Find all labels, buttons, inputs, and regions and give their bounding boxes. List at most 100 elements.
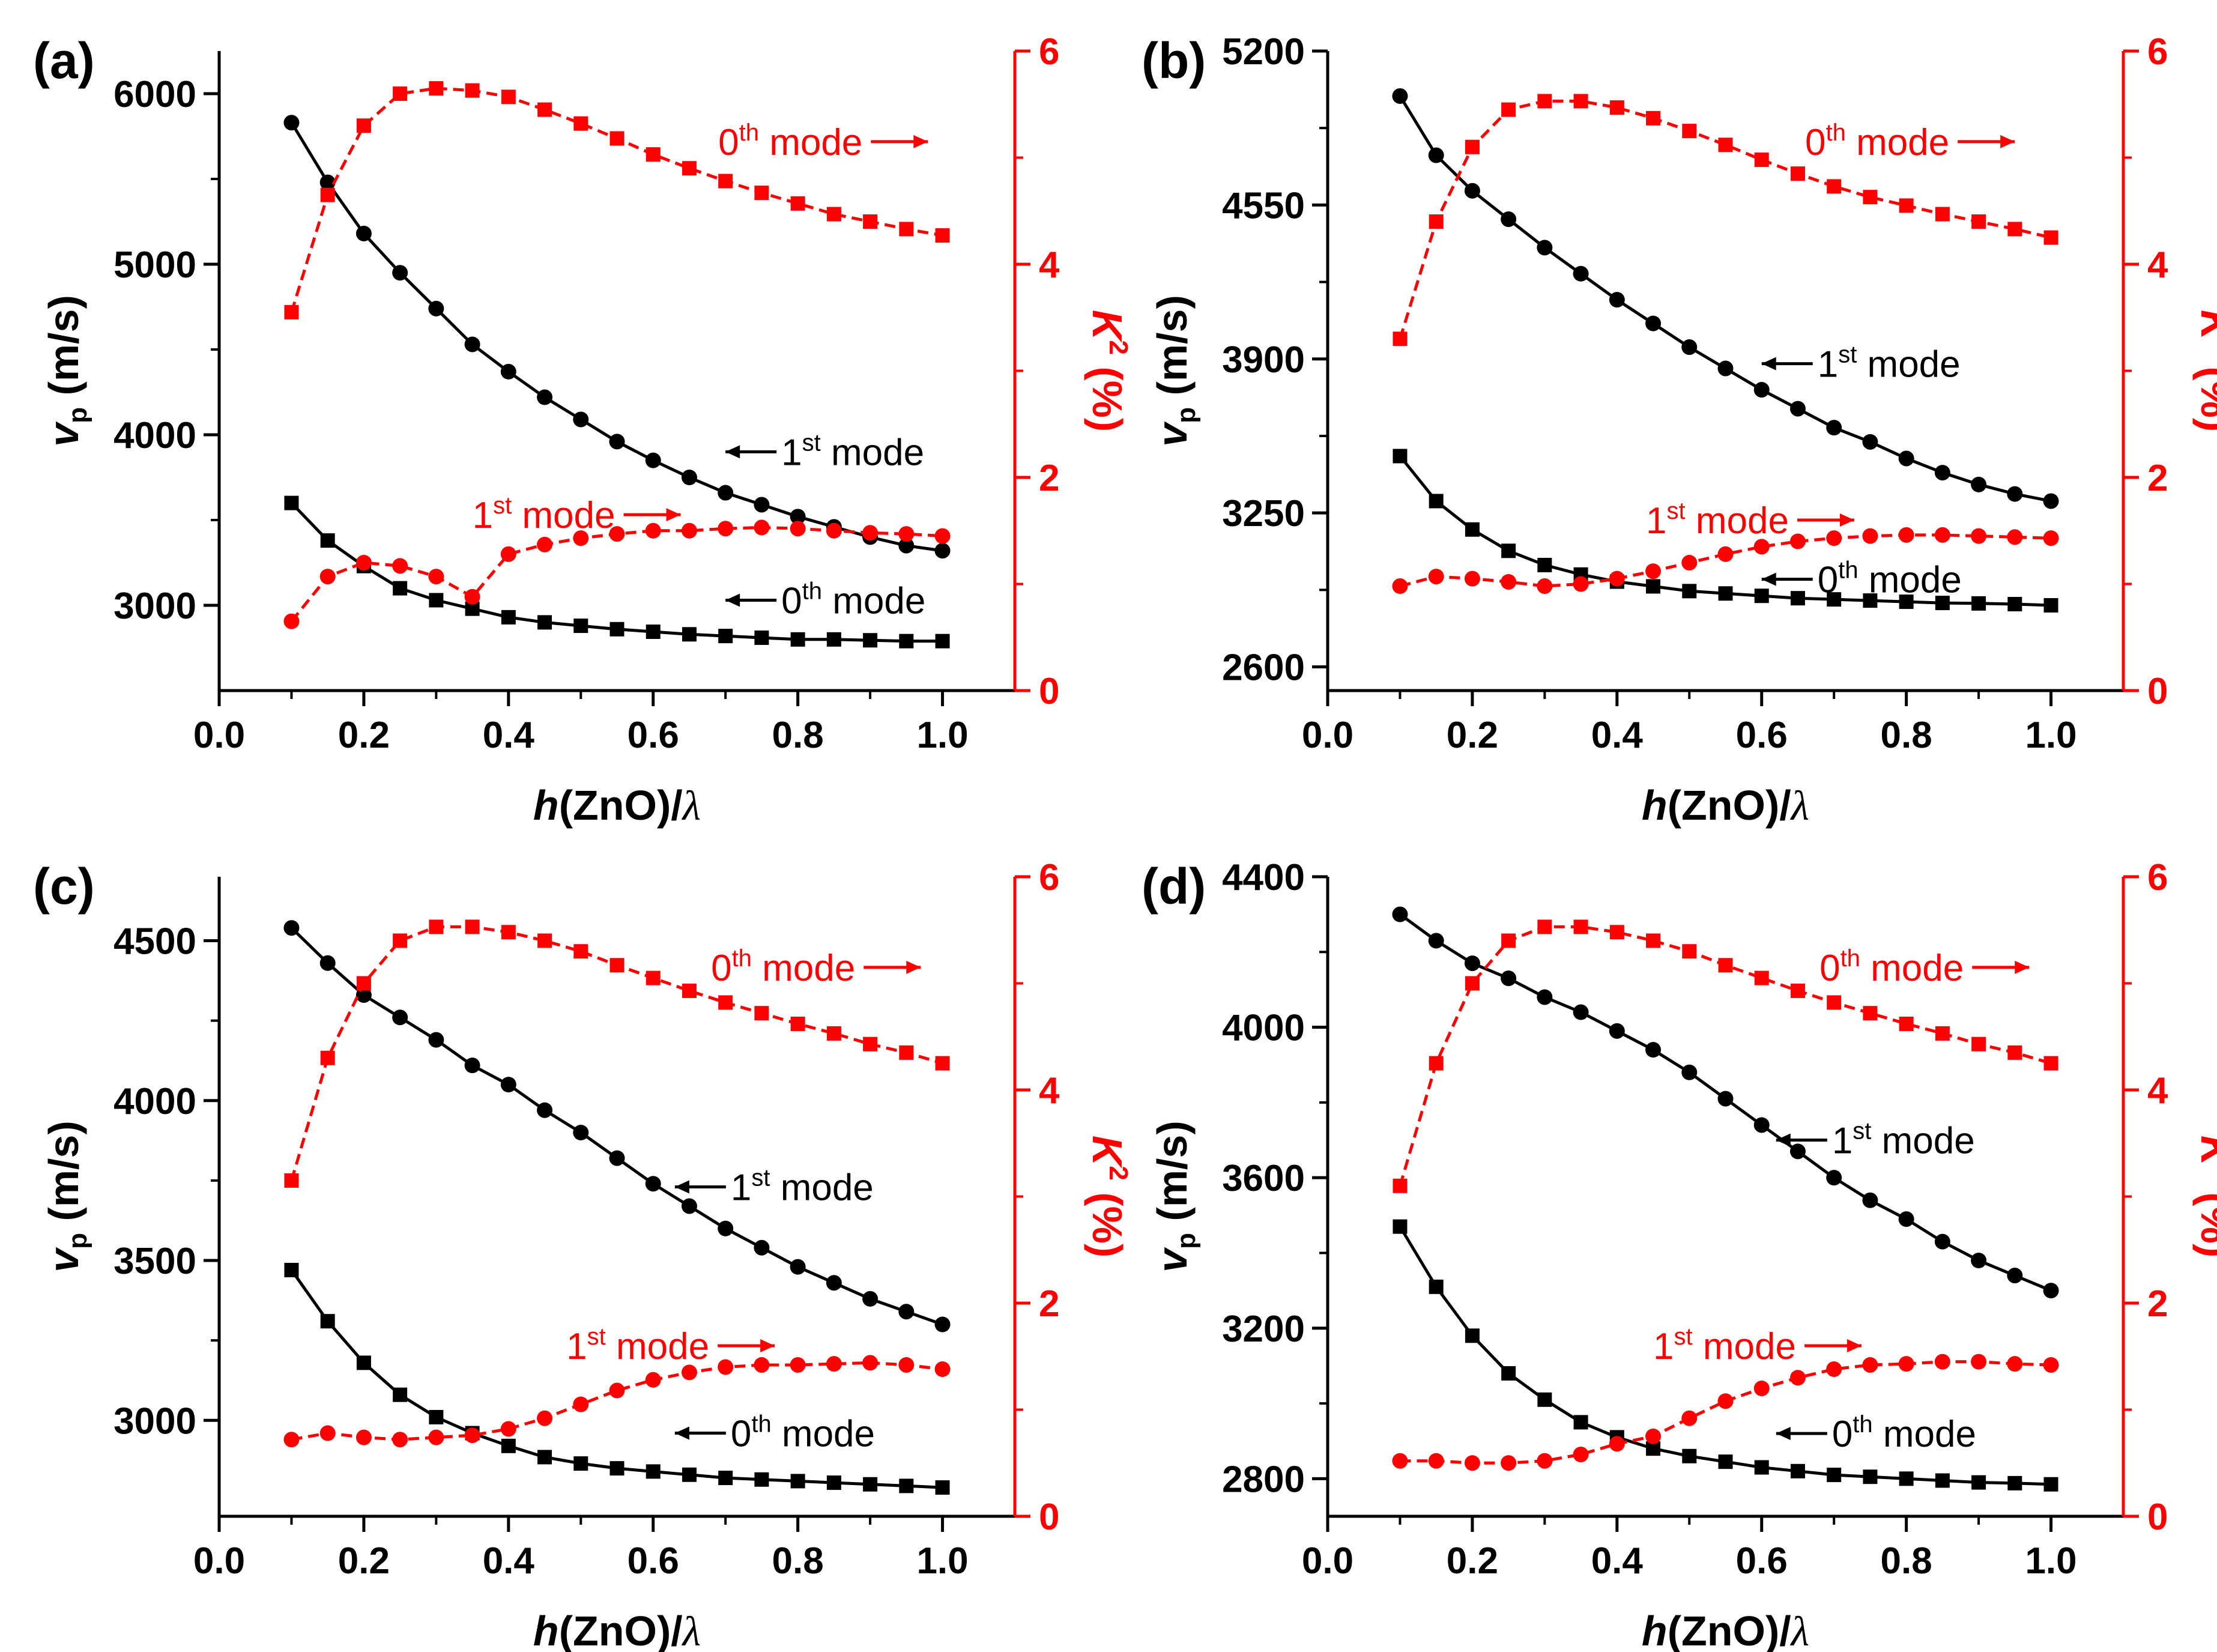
data-point xyxy=(1646,110,1661,126)
data-point xyxy=(826,632,841,647)
data-point xyxy=(1464,570,1480,587)
data-point xyxy=(392,1009,408,1026)
data-point xyxy=(682,983,697,998)
y-right-axis-label: K2 (%) xyxy=(2192,1136,2217,1257)
data-point xyxy=(537,102,552,117)
y-left-tick-label: 4550 xyxy=(1222,185,1305,226)
panel-label: (c) xyxy=(33,858,95,915)
y-right-tick-label: 6 xyxy=(1039,857,1059,898)
data-point xyxy=(934,1361,951,1378)
data-point xyxy=(934,543,951,559)
data-point xyxy=(826,1275,842,1291)
data-point xyxy=(2043,1283,2059,1299)
data-point xyxy=(428,300,444,316)
y-right-tick-label: 4 xyxy=(1039,244,1060,286)
data-point xyxy=(1682,124,1697,139)
data-point xyxy=(284,495,299,510)
data-point xyxy=(1537,1453,1553,1469)
y-left-axis-label: vp (m/s) xyxy=(40,295,92,447)
data-point xyxy=(1862,434,1878,450)
data-point xyxy=(428,569,444,585)
data-point xyxy=(898,1304,915,1320)
data-point xyxy=(826,1026,841,1041)
data-point xyxy=(754,1357,770,1373)
data-point xyxy=(500,546,516,562)
data-point xyxy=(1501,970,1517,987)
data-point xyxy=(392,558,408,574)
data-point xyxy=(1573,265,1589,282)
x-tick-label: 0.8 xyxy=(1881,1540,1932,1582)
data-point xyxy=(573,116,588,131)
data-point xyxy=(826,522,842,539)
data-point xyxy=(826,1475,841,1490)
data-point xyxy=(2007,486,2023,502)
data-point xyxy=(1645,315,1662,331)
data-point xyxy=(1717,1393,1734,1409)
data-point xyxy=(1501,543,1516,558)
data-point xyxy=(428,1032,444,1048)
data-point xyxy=(898,537,915,554)
x-axis-label: h(ZnO)/λ xyxy=(533,782,701,829)
data-point xyxy=(754,186,769,201)
panel-1: 0.0 0.2 0.4 0.6 0.8 1.0 2600 3250 3900 4550 5200 0 2… xyxy=(1142,31,2217,829)
annotation-label: 0th mode xyxy=(1819,945,1964,989)
data-point xyxy=(573,1125,589,1140)
data-point xyxy=(2007,1475,2022,1490)
annotation-label: 1st mode xyxy=(1818,342,1961,386)
y-left-axis-label: vp (m/s) xyxy=(1149,295,1201,447)
annotation-label: 0th mode xyxy=(1805,120,1949,163)
annotation-label: 1st mode xyxy=(1646,498,1789,542)
data-point xyxy=(2007,1045,2022,1060)
data-point xyxy=(1645,563,1662,579)
data-point xyxy=(1899,1471,1914,1486)
y-left-tick-label: 4500 xyxy=(113,921,196,963)
data-point xyxy=(500,1077,516,1093)
data-point xyxy=(2007,529,2023,545)
data-point xyxy=(1392,88,1408,104)
data-point xyxy=(393,581,408,596)
data-point xyxy=(718,174,733,189)
data-point xyxy=(1899,595,1914,610)
data-point xyxy=(1790,166,1805,181)
data-point xyxy=(1609,100,1624,115)
data-point xyxy=(356,118,371,133)
data-point xyxy=(1934,465,1950,481)
y-left-tick-label: 3900 xyxy=(1222,339,1305,381)
annotation-arrow xyxy=(674,1180,726,1194)
data-point xyxy=(1465,976,1480,991)
data-point xyxy=(934,1316,951,1333)
data-point xyxy=(1934,527,1950,543)
x-tick-label: 0.6 xyxy=(628,1540,679,1582)
data-point xyxy=(1428,147,1444,163)
data-point xyxy=(1393,1219,1408,1234)
data-point xyxy=(573,530,589,546)
data-point xyxy=(609,1382,625,1399)
data-point xyxy=(464,336,480,352)
data-point xyxy=(1573,1004,1589,1020)
x-tick-label: 0.0 xyxy=(193,715,245,756)
y-right-tick-label: 0 xyxy=(2147,671,2168,712)
data-point xyxy=(2043,493,2059,509)
data-point xyxy=(718,1359,734,1375)
y-left-axis-label: vp (m/s) xyxy=(40,1121,92,1272)
data-point xyxy=(429,81,444,96)
y-right-axis-label: K2 (%) xyxy=(1084,310,1133,432)
data-point xyxy=(1429,494,1444,509)
data-point xyxy=(1393,331,1408,346)
data-point xyxy=(1971,476,1987,492)
data-point xyxy=(646,970,661,985)
data-point xyxy=(2007,1356,2023,1372)
y-right-tick-label: 2 xyxy=(2147,458,2168,499)
data-point xyxy=(1501,1455,1517,1471)
data-point xyxy=(283,613,300,629)
data-point xyxy=(1573,1447,1589,1463)
y-left-tick-label: 5000 xyxy=(113,244,196,286)
annotation-arrow xyxy=(864,960,921,974)
data-point xyxy=(1827,995,1842,1010)
data-point xyxy=(754,497,770,513)
data-point xyxy=(1393,1178,1408,1193)
data-point xyxy=(500,363,516,380)
data-point xyxy=(355,225,372,241)
data-point xyxy=(1898,450,1914,467)
